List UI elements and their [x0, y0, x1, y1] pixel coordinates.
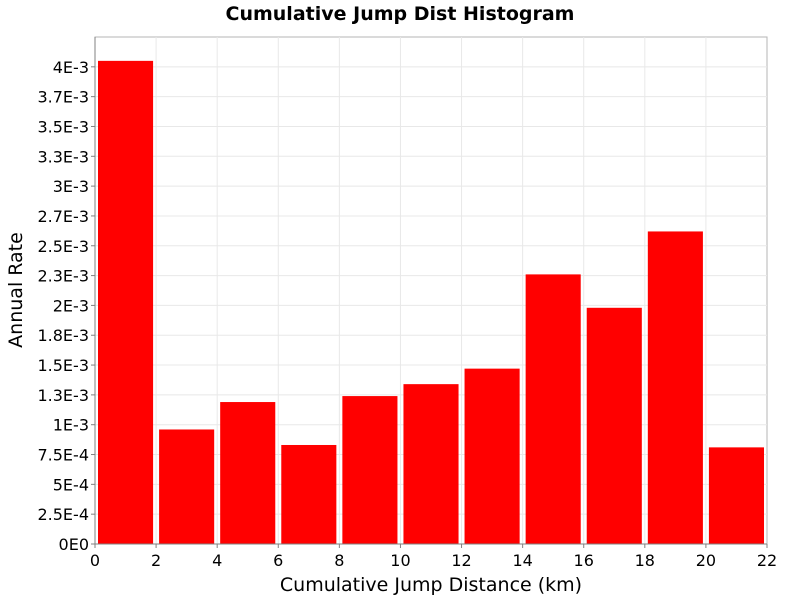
x-tick-label-1: 2: [151, 551, 161, 570]
bar-0: [98, 60, 154, 544]
bar-10: [708, 447, 764, 544]
x-tick-label-5: 10: [390, 551, 410, 570]
x-tick-label-6: 12: [451, 551, 471, 570]
bar-7: [525, 274, 581, 544]
x-tick-label-10: 20: [696, 551, 716, 570]
bar-1: [159, 429, 215, 544]
x-tick-label-4: 8: [334, 551, 344, 570]
bar-3: [281, 444, 337, 544]
y-tick-label-16: 4E-3: [53, 58, 89, 77]
x-tick-label-3: 6: [273, 551, 283, 570]
x-tick-label-11: 22: [757, 551, 777, 570]
y-tick-label-5: 1.3E-3: [37, 386, 89, 405]
bar-6: [464, 368, 520, 544]
y-tick-label-2: 5E-4: [53, 475, 89, 494]
x-tick-label-0: 0: [90, 551, 100, 570]
y-tick-label-9: 2.3E-3: [37, 267, 89, 286]
x-tick-label-9: 18: [635, 551, 655, 570]
y-tick-label-8: 2E-3: [53, 296, 89, 315]
y-axis-label: Annual Rate: [5, 232, 27, 348]
chart-title: Cumulative Jump Dist Histogram: [226, 3, 575, 25]
y-tick-label-14: 3.5E-3: [37, 117, 89, 136]
y-tick-label-7: 1.8E-3: [37, 326, 89, 345]
grid: [95, 37, 767, 544]
y-tick-label-6: 1.5E-3: [37, 356, 89, 375]
x-tick-label-7: 14: [512, 551, 532, 570]
x-tick-label-8: 16: [574, 551, 594, 570]
y-tick-label-0: 0E0: [59, 535, 89, 554]
y-tick-label-13: 3.3E-3: [37, 147, 89, 166]
y-tick-label-15: 3.7E-3: [37, 88, 89, 107]
y-tick-label-12: 3E-3: [53, 177, 89, 196]
x-tick-label-2: 4: [212, 551, 222, 570]
bars: [98, 60, 764, 545]
x-axis-label: Cumulative Jump Distance (km): [280, 574, 582, 596]
y-axis-ticks: 0E0 2.5E-4 5E-4 7.5E-4 1E-3 1.3E-3 1.5E-3 1.8E-…: [37, 58, 95, 554]
bar-9: [647, 231, 703, 545]
y-tick-label-11: 2.7E-3: [37, 207, 89, 226]
bar-8: [586, 307, 642, 544]
y-tick-label-3: 7.5E-4: [37, 446, 89, 465]
y-tick-label-10: 2.5E-3: [37, 237, 89, 256]
y-tick-label-4: 1E-3: [53, 416, 89, 435]
y-tick-label-1: 2.5E-4: [37, 505, 89, 524]
bar-5: [403, 384, 459, 544]
bar-4: [342, 396, 398, 544]
bar-2: [220, 402, 276, 544]
x-axis-ticks: 0 2 4 6 8 10 12 14 16 18 20 22: [90, 544, 777, 570]
